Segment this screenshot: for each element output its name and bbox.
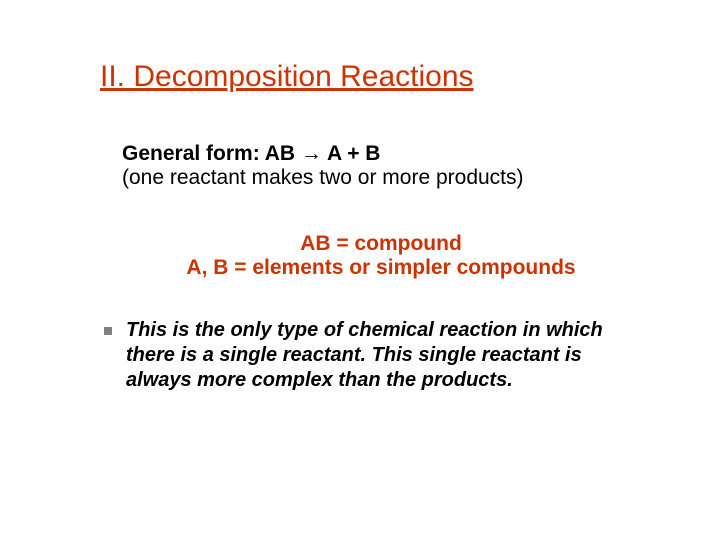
compound-definition-block: AB = compound A, B = elements or simpler… <box>122 232 640 280</box>
bullet-square-icon <box>104 327 112 335</box>
slide-title: II. Decomposition Reactions <box>100 60 640 94</box>
compound-line2: A, B = elements or simpler compounds <box>122 256 640 280</box>
general-form-line2: (one reactant makes two or more products… <box>122 166 640 190</box>
general-form-block: General form: AB → A + B (one reactant m… <box>122 142 640 190</box>
slide-container: II. Decomposition Reactions General form… <box>0 0 720 540</box>
bullet-item: This is the only type of chemical reacti… <box>104 318 640 393</box>
compound-line1: AB = compound <box>122 232 640 256</box>
general-form-line1: General form: AB → A + B <box>122 142 640 166</box>
bullet-text: This is the only type of chemical reacti… <box>126 318 640 393</box>
